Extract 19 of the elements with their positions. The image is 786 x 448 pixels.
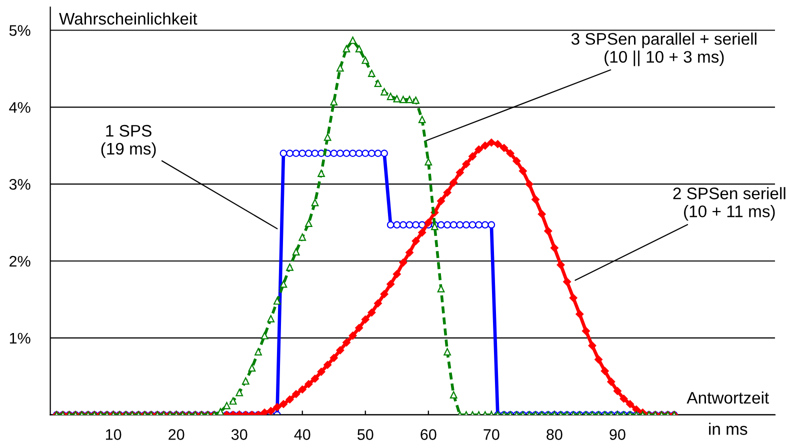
x-tick-label: 80 [546, 429, 562, 440]
annotation: 1 SPS (19 ms) [101, 124, 156, 158]
x-tick-label: 40 [294, 429, 310, 440]
x-axis-title: Antwortzeit in ms [686, 391, 769, 435]
x-tick-label: 50 [358, 429, 374, 440]
x-tick-label: 10 [106, 429, 122, 440]
y-tick-label: 4% [9, 102, 30, 113]
x-tick-label: 30 [231, 429, 248, 440]
annotation: 2 SPSen seriell (10 + 11 ms) [673, 187, 786, 221]
y-tick-label: 5% [9, 25, 30, 36]
y-tick-label: 2% [10, 256, 30, 267]
x-tick-label: 60 [420, 429, 436, 440]
y-axis-title: Wahrscheinlichkeit [59, 12, 198, 25]
y-tick-label: 3% [9, 178, 30, 190]
x-tick-label: 90 [610, 429, 626, 440]
y-tick-label: 1% [10, 332, 30, 344]
annotation: 3 SPSen parallel + seriell (10 || 10 + 3 ms) [571, 32, 756, 66]
x-tick-label: 70 [484, 429, 500, 440]
x-tick-label: 20 [168, 429, 184, 440]
